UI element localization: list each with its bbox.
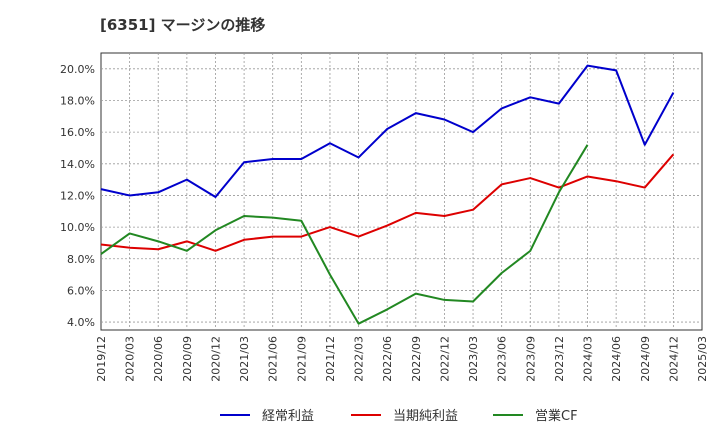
plot-area <box>100 52 703 331</box>
x-tick-label: 2021/03 <box>238 336 251 382</box>
x-tick-label: 2020/09 <box>181 336 194 382</box>
y-tick-label: 20.0% <box>60 63 95 76</box>
y-tick-label: 18.0% <box>60 94 95 107</box>
series-line-0 <box>100 64 675 199</box>
x-tick-label: 2021/12 <box>324 336 337 382</box>
y-tick-label: 8.0% <box>67 253 95 266</box>
x-tick-label: 2023/09 <box>524 336 537 382</box>
x-tick-label: 2021/06 <box>267 336 280 382</box>
y-tick-label: 10.0% <box>60 221 95 234</box>
x-tick-label: 2023/03 <box>467 336 480 382</box>
x-tick-label: 2023/12 <box>553 336 566 382</box>
chart-title: [6351] マージンの推移 <box>100 16 266 34</box>
legend-label-2: 営業CF <box>535 408 578 424</box>
legend-label-0: 経常利益 <box>262 409 314 424</box>
x-tick-label: 2019/12 <box>95 336 108 382</box>
x-tick-label: 2022/06 <box>381 336 394 382</box>
y-tick-label: 16.0% <box>60 126 95 139</box>
x-tick-label: 2024/12 <box>667 336 680 382</box>
y-tick-label: 4.0% <box>67 316 95 329</box>
x-tick-label: 2024/06 <box>610 336 623 382</box>
x-tick-label: 2020/06 <box>152 336 165 382</box>
x-tick-label: 2020/03 <box>124 336 137 382</box>
x-tick-label: 2022/09 <box>410 336 423 382</box>
x-tick-label: 2023/06 <box>496 336 509 382</box>
legend-label-1: 当期純利益 <box>393 409 458 424</box>
y-tick-label: 14.0% <box>60 158 95 171</box>
x-tick-label: 2025/03 <box>696 336 709 382</box>
y-tick-label: 12.0% <box>60 189 95 202</box>
x-tick-label: 2020/12 <box>209 336 222 382</box>
x-tick-label: 2024/03 <box>582 336 595 382</box>
x-tick-label: 2021/09 <box>295 336 308 382</box>
x-tick-label: 2022/12 <box>438 336 451 382</box>
x-tick-label: 2024/09 <box>639 336 652 382</box>
y-tick-label: 6.0% <box>67 284 95 297</box>
series-line-2 <box>100 144 589 325</box>
x-tick-label: 2022/03 <box>353 336 366 382</box>
